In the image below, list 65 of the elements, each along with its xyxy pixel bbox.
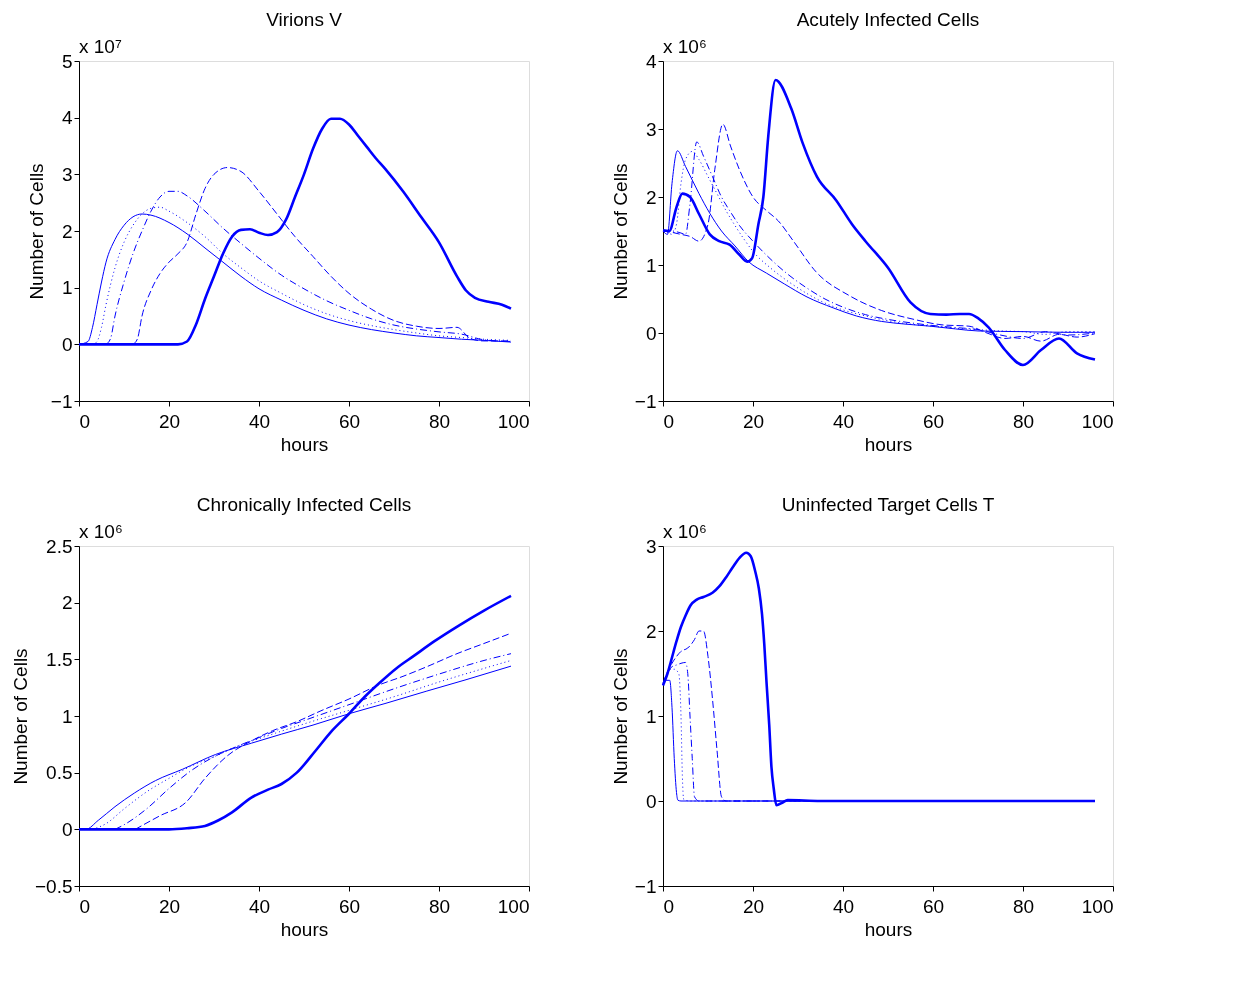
x-axis-title: hours xyxy=(864,433,913,455)
y-tick-label: 3 xyxy=(645,118,657,140)
y-tick-label: −1 xyxy=(634,875,657,897)
y-tick-label: 1.5 xyxy=(46,648,73,670)
x-tick-label: 80 xyxy=(428,410,451,432)
x-tick-label: 80 xyxy=(1012,895,1035,917)
y-tick-label: −0.5 xyxy=(34,875,73,897)
x-tick-label: 20 xyxy=(742,895,765,917)
x-tick-label: 40 xyxy=(832,410,855,432)
x-axis-title: hours xyxy=(280,433,329,455)
x-tick-label: 20 xyxy=(158,410,181,432)
x-tick-label: 40 xyxy=(248,895,271,917)
x-tick-label: 100 xyxy=(1081,410,1114,432)
x-tick-label: 100 xyxy=(497,410,530,432)
y-axis-title: Number of Cells xyxy=(609,163,631,300)
x-tick-label: 100 xyxy=(1081,895,1114,917)
y-tick-label: −1 xyxy=(50,390,73,412)
x-axis-title: hours xyxy=(280,918,329,940)
y-tick-label: 0.5 xyxy=(46,762,73,784)
y-axis-title: Number of Cells xyxy=(25,163,47,300)
x-tick-label: 0 xyxy=(663,410,675,432)
y-tick-label: 2 xyxy=(61,592,73,614)
x-tick-label: 20 xyxy=(742,410,765,432)
chart-title: Chronically Infected Cells xyxy=(196,494,412,515)
x-tick-label: 100 xyxy=(497,895,530,917)
y-tick-label: 1 xyxy=(645,705,657,727)
x-tick-label: 60 xyxy=(338,410,361,432)
x-tick-label: 60 xyxy=(922,410,945,432)
y-tick-label: 2 xyxy=(645,620,657,642)
y-tick-label: 1 xyxy=(61,277,73,299)
x-tick-label: 20 xyxy=(158,895,181,917)
y-tick-label: 3 xyxy=(61,163,73,185)
y-tick-label: 1 xyxy=(645,254,657,276)
x-axis-title: hours xyxy=(864,918,913,940)
x-tick-label: 0 xyxy=(663,895,675,917)
x-tick-label: 0 xyxy=(79,410,91,432)
y-tick-label: 2 xyxy=(61,220,73,242)
x-tick-label: 40 xyxy=(832,895,855,917)
y-tick-label: 0 xyxy=(61,818,73,840)
y-tick-label: 5 xyxy=(61,50,73,72)
y-tick-label: 1 xyxy=(61,705,73,727)
y-axis-title: Number of Cells xyxy=(609,648,631,785)
y-tick-label: 4 xyxy=(645,50,657,72)
text: x 10⁷ xyxy=(79,36,122,57)
y-tick-label: 2 xyxy=(645,186,657,208)
text: x 10⁶ xyxy=(663,36,707,57)
chart-title: Acutely Infected Cells xyxy=(796,9,980,30)
y-tick-label: 4 xyxy=(61,107,73,129)
y-tick-label: 0 xyxy=(645,790,657,812)
x-tick-label: 0 xyxy=(79,895,91,917)
chart-title: Uninfected Target Cells T xyxy=(781,494,995,515)
y-tick-label: 2.5 xyxy=(46,535,73,557)
y-tick-label: 0 xyxy=(61,333,73,355)
chart-title: Virions V xyxy=(266,9,343,30)
y-tick-label: −1 xyxy=(634,390,657,412)
x-tick-label: 80 xyxy=(1012,410,1035,432)
x-tick-label: 60 xyxy=(922,895,945,917)
text: x 10⁶ xyxy=(663,521,707,542)
y-tick-label: 3 xyxy=(645,535,657,557)
x-tick-label: 40 xyxy=(248,410,271,432)
text: x 10⁶ xyxy=(79,521,123,542)
y-axis-title: Number of Cells xyxy=(9,648,31,785)
x-tick-label: 80 xyxy=(428,895,451,917)
x-tick-label: 60 xyxy=(338,895,361,917)
y-tick-label: 0 xyxy=(645,322,657,344)
